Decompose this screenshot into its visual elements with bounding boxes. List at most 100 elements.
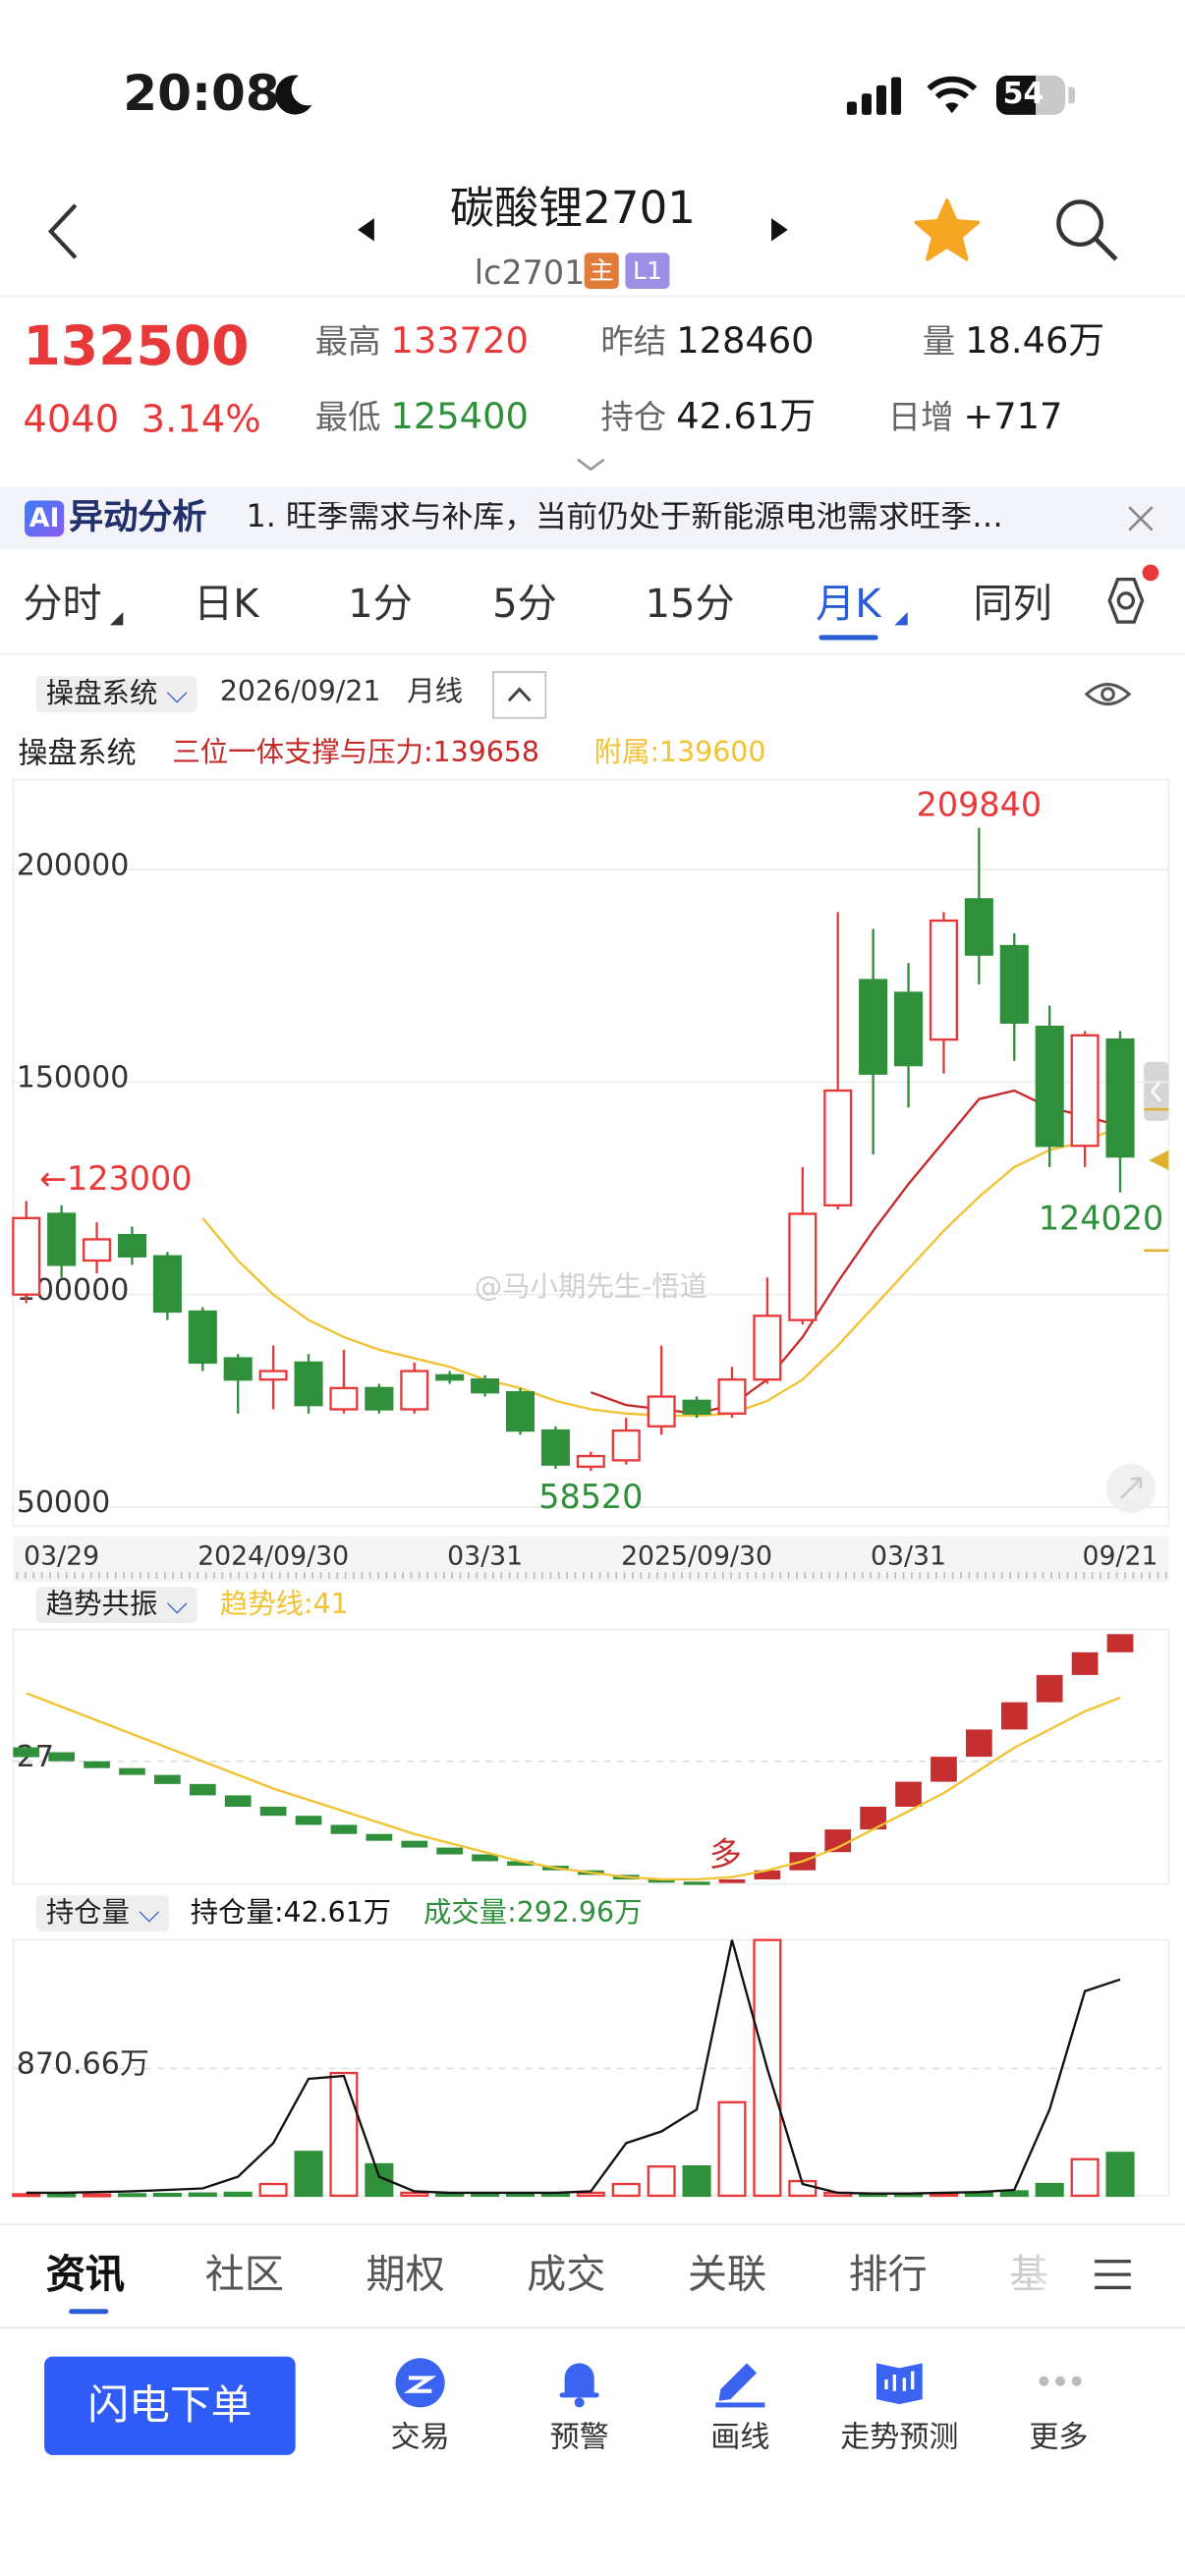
info-tab[interactable]: 排行 xyxy=(848,2251,928,2298)
volume-bar xyxy=(682,2165,711,2198)
search-button[interactable] xyxy=(1050,194,1122,265)
quick-order-button[interactable]: 闪电下单 xyxy=(44,2356,296,2455)
more-icon[interactable] xyxy=(1031,2363,1090,2399)
x-tick-label: 03/31 xyxy=(871,1541,946,1572)
panel-name: 持仓量 xyxy=(45,1896,130,1931)
brick xyxy=(683,1881,710,1885)
field-value: 128460 xyxy=(676,321,815,364)
period-tab[interactable]: 日K xyxy=(194,581,259,628)
candle-body xyxy=(964,898,993,956)
volume-bar xyxy=(294,2151,323,2198)
fullscreen-icon xyxy=(1119,1477,1143,1499)
brick xyxy=(1106,1634,1134,1652)
period-tab[interactable]: 同列 xyxy=(973,581,1052,628)
period-tab[interactable]: 5分 xyxy=(492,581,557,628)
candle-body xyxy=(117,1233,146,1258)
brick xyxy=(860,1806,886,1830)
high-label: 209840 xyxy=(917,785,1042,823)
period-tab[interactable]: 月K xyxy=(816,581,881,628)
brick xyxy=(189,1783,216,1796)
field-label: 日增 xyxy=(887,397,954,437)
tab-dropdown xyxy=(894,612,908,626)
candle-body xyxy=(505,1391,536,1432)
eye-button[interactable] xyxy=(1083,678,1132,710)
quote-field: 量 18.46万 xyxy=(923,324,1104,362)
info-tab[interactable]: 关联 xyxy=(687,2251,767,2298)
side-tab[interactable] xyxy=(1144,1061,1169,1121)
candle-body xyxy=(47,1212,77,1266)
volume-bar xyxy=(1105,2152,1135,2198)
candle-body xyxy=(576,1454,605,1469)
collapse-button[interactable] xyxy=(492,671,547,719)
info-tab[interactable]: 期权 xyxy=(366,2251,445,2298)
brick xyxy=(931,1757,957,1782)
brick xyxy=(1036,1674,1063,1703)
y-tick-label: 200000 xyxy=(17,848,130,882)
brick xyxy=(472,1854,498,1862)
price-change: 4040 xyxy=(23,398,120,442)
period-tab[interactable]: 1分 xyxy=(348,581,413,628)
close-banner[interactable] xyxy=(1126,504,1156,533)
panel-select[interactable]: 趋势共振 ⌵ xyxy=(35,1587,198,1623)
period-tab[interactable]: 15分 xyxy=(645,581,735,628)
signal-label: 多 xyxy=(709,1835,742,1874)
candle-body xyxy=(435,1373,465,1381)
trend-plot xyxy=(12,1628,1170,1885)
candle-body xyxy=(258,1370,288,1381)
trade-icon[interactable] xyxy=(391,2355,450,2411)
main-plot xyxy=(12,778,1170,1528)
candle-body xyxy=(1035,1026,1064,1148)
expand-quote[interactable] xyxy=(575,456,607,473)
volume-bar xyxy=(188,2192,217,2198)
next-contract[interactable] xyxy=(768,216,791,243)
ai-banner[interactable] xyxy=(0,487,1185,550)
candle-body xyxy=(188,1310,217,1365)
candle-body xyxy=(83,1238,112,1262)
banner-title: 异动分析 xyxy=(69,497,207,537)
info-tab[interactable]: 资讯 xyxy=(45,2251,125,2298)
alert-icon[interactable] xyxy=(551,2353,607,2409)
brick xyxy=(648,1878,675,1883)
candle-body xyxy=(365,1386,394,1411)
candle-body xyxy=(894,991,924,1067)
moon-icon xyxy=(275,75,312,115)
brick xyxy=(1000,1702,1028,1730)
settings-button[interactable] xyxy=(1090,561,1161,633)
annotation: ←123000 xyxy=(39,1159,192,1198)
period-tab[interactable]: 分时 xyxy=(23,581,102,628)
system-name: 操盘系统 xyxy=(45,677,158,711)
panel-select[interactable]: 持仓量 ⌵ xyxy=(35,1895,170,1932)
volume-bar xyxy=(717,2100,747,2198)
favorite-star[interactable] xyxy=(913,196,982,265)
indicator-name: 操盘系统 xyxy=(18,736,137,772)
candle-body xyxy=(294,1361,323,1407)
brick xyxy=(1071,1652,1099,1675)
candle-body xyxy=(329,1386,359,1411)
brick xyxy=(754,1870,781,1879)
field-label: 持仓 xyxy=(600,397,667,437)
battery-level: 54 xyxy=(1002,77,1044,112)
forecast-icon[interactable] xyxy=(870,2353,929,2409)
y-tick-label: 870.66万 xyxy=(17,2047,149,2082)
brick xyxy=(824,1829,852,1853)
toolbar-label: 预警 xyxy=(549,2420,609,2455)
divider xyxy=(0,2326,1185,2329)
field-label: 最高 xyxy=(314,321,381,362)
candle-body xyxy=(1105,1037,1135,1158)
info-tab[interactable]: 社区 xyxy=(204,2251,284,2298)
volume-bar xyxy=(329,2071,359,2198)
y-tick-label: 50000 xyxy=(17,1485,111,1520)
info-tab[interactable]: 成交 xyxy=(527,2251,606,2298)
candle-body xyxy=(717,1378,747,1415)
draw-icon[interactable] xyxy=(710,2353,769,2409)
quote-field: 最高 133720 xyxy=(314,321,529,362)
prev-contract[interactable] xyxy=(355,216,377,243)
x-tick-label: 03/29 xyxy=(24,1541,99,1572)
back-button[interactable] xyxy=(42,200,85,262)
brick xyxy=(119,1767,145,1775)
system-select[interactable]: 操盘系统 ⌵ xyxy=(35,676,198,712)
volume-bar xyxy=(647,2165,676,2198)
menu-button[interactable] xyxy=(1093,2257,1132,2293)
volume-bar xyxy=(258,2182,288,2198)
